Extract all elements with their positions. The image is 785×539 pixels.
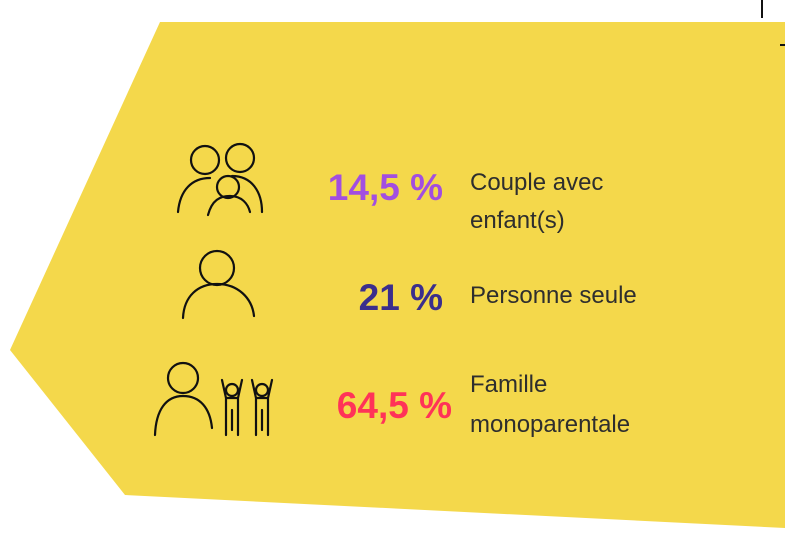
family-icon [153,361,274,437]
category-label: enfant(s) [470,207,565,234]
category-label: Personne seule [470,282,637,309]
percentage: 64,5 % [337,385,452,426]
percentage: 14,5 % [328,167,443,208]
category-label: Couple avec [470,169,603,196]
percentage: 21 % [359,277,443,318]
couple-icon [176,142,264,217]
single-icon [181,249,256,320]
category-label: Famille [470,371,547,398]
yellow-panel [10,22,785,528]
category-label: monoparentale [470,411,630,438]
